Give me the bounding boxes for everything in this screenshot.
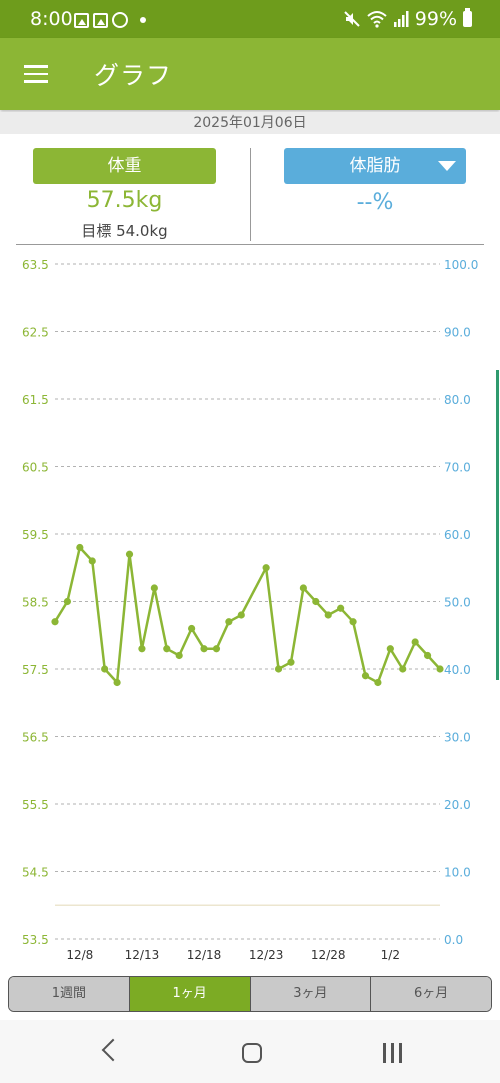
left-tick-label: 61.5 — [22, 393, 49, 407]
navigation-bar — [0, 1020, 500, 1083]
data-point — [274, 665, 283, 673]
x-tick-label: 12/13 — [125, 948, 160, 962]
right-tick-label: 10.0 — [444, 866, 471, 880]
data-point — [150, 584, 158, 592]
right-tick-label: 70.0 — [444, 461, 471, 475]
x-tick-label: 12/18 — [187, 948, 222, 962]
range-tab-1[interactable]: 1ヶ月 — [129, 977, 251, 1011]
weight-value: 57.5kg — [86, 188, 163, 213]
data-point — [113, 678, 121, 687]
data-point — [237, 611, 245, 619]
right-tick-label: 100.0 — [444, 258, 478, 272]
right-tick-label: 20.0 — [444, 798, 471, 812]
date-label: 2025年01月06日 — [0, 112, 500, 134]
data-point — [101, 665, 109, 673]
x-tick-label: 12/28 — [311, 948, 346, 962]
data-point — [386, 645, 394, 653]
range-tab-2[interactable]: 3ヶ月 — [250, 977, 372, 1011]
right-tick-label: 0.0 — [444, 933, 463, 947]
data-point — [175, 651, 183, 660]
wifi-icon — [367, 11, 387, 28]
gallery-icon — [93, 12, 108, 28]
weight-goal: 目標 54.0kg — [81, 222, 168, 240]
divider-vertical — [250, 148, 251, 241]
x-tick-label: 12/23 — [249, 948, 284, 962]
data-point — [200, 645, 208, 653]
home-icon[interactable] — [242, 1043, 262, 1063]
signal-icon — [393, 11, 409, 27]
left-tick-label: 56.5 — [22, 731, 49, 745]
x-tick-label: 1/2 — [381, 948, 400, 962]
data-point — [349, 618, 357, 626]
body-fat-button-label: 体脂肪 — [349, 156, 401, 176]
data-point — [76, 543, 84, 552]
range-tabs: 1週間 1ヶ月 3ヶ月 6ヶ月 — [8, 976, 492, 1012]
status-bar: 8:00 99% — [0, 0, 500, 38]
data-point — [299, 584, 307, 592]
menu-icon[interactable] — [24, 65, 48, 83]
left-tick-label: 58.5 — [22, 596, 49, 610]
mute-icon — [344, 11, 360, 27]
data-point — [138, 645, 146, 653]
data-point — [188, 624, 196, 633]
data-point — [262, 564, 270, 572]
more-notifications-icon — [140, 17, 146, 23]
battery-percent: 99% — [414, 8, 457, 30]
data-point — [287, 658, 295, 666]
data-point — [399, 665, 407, 673]
status-right: 99% — [343, 8, 472, 30]
right-tick-label: 90.0 — [444, 326, 471, 340]
status-time: 8:00 — [30, 8, 73, 30]
right-tick-label: 60.0 — [444, 528, 471, 542]
left-tick-label: 53.5 — [22, 933, 49, 947]
right-tick-label: 40.0 — [444, 663, 471, 677]
data-point — [411, 638, 419, 646]
left-tick-label: 54.5 — [22, 866, 49, 880]
right-tick-label: 80.0 — [444, 393, 471, 407]
data-point — [436, 665, 444, 673]
notification-icons — [74, 12, 146, 28]
back-icon[interactable] — [101, 1038, 125, 1062]
image-icon — [74, 12, 89, 28]
range-tab-0[interactable]: 1週間 — [9, 977, 130, 1011]
data-point — [51, 618, 59, 626]
left-tick-label: 60.5 — [22, 461, 49, 475]
weight-chart[interactable]: 63.5 100.0 62.5 90.0 61.5 80.0 60.5 70.0 59.5 60.… — [0, 250, 500, 970]
left-tick-label: 57.5 — [22, 663, 49, 677]
battery-icon — [463, 8, 472, 27]
range-tab-3[interactable]: 6ヶ月 — [371, 977, 491, 1011]
dropdown-caret-icon — [438, 161, 456, 171]
recent-apps-icon[interactable] — [382, 1043, 402, 1063]
body-fat-dropdown[interactable]: 体脂肪 — [284, 148, 466, 184]
data-point — [163, 645, 171, 653]
data-point — [312, 597, 320, 606]
data-point — [88, 557, 96, 565]
data-point — [63, 597, 72, 606]
emoji-icon — [112, 12, 128, 28]
divider-horizontal — [16, 244, 484, 245]
left-tick-label: 63.5 — [22, 258, 49, 272]
left-tick-label: 55.5 — [22, 798, 49, 812]
left-tick-label: 59.5 — [22, 528, 49, 542]
x-tick-label: 12/8 — [66, 948, 93, 962]
page-title: グラフ — [94, 61, 173, 90]
series-line — [53, 546, 441, 684]
left-tick-label: 62.5 — [22, 326, 49, 340]
data-point — [374, 678, 382, 687]
body-fat-value: --% — [356, 190, 394, 215]
data-point — [324, 611, 332, 619]
data-point — [125, 550, 134, 558]
right-tick-label: 50.0 — [444, 596, 471, 610]
data-point — [337, 604, 345, 612]
scroll-indicator — [496, 370, 499, 680]
app-bar: グラフ — [0, 38, 500, 110]
data-point — [212, 645, 221, 653]
data-point — [361, 672, 370, 680]
weight-button[interactable]: 体重 — [33, 148, 216, 184]
data-point — [423, 651, 432, 660]
data-point — [225, 618, 233, 626]
right-tick-label: 30.0 — [444, 731, 471, 745]
